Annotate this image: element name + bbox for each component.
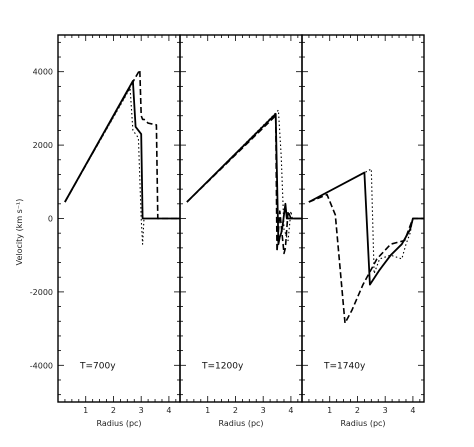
y-axis-title-group: Velocity (km s⁻¹) [15,199,24,266]
series-line-solid [186,113,302,246]
x-tick-label: 4 [288,406,293,415]
x-axis-title: Radius (pc) [96,419,141,428]
x-tick-label: 4 [410,406,415,415]
series-line-dotted [64,87,180,245]
x-axis-title: Radius (pc) [218,419,263,428]
series-line-dotted [308,168,424,275]
panels-group: 1 2 3 4 Radius (pc) T=700y 1 2 3 4 Radius (pc) T=12… [30,34,425,428]
panel-time-label: T=1740y [323,361,366,371]
panel-frame [301,34,425,403]
x-axis-title: Radius (pc) [340,419,385,428]
y-tick-label: 4000 [33,68,53,77]
x-tick-label: 1 [83,406,88,415]
x-tick-label: 2 [355,406,360,415]
x-tick-label: 3 [139,406,144,415]
series-line-solid [308,171,424,286]
y-axis-title: Velocity (km s⁻¹) [15,199,24,266]
x-tick-label: 1 [205,406,210,415]
y-tick-label: 0 [48,215,53,224]
x-tick-label: 2 [233,406,238,415]
panel-3: 1 2 3 4 Radius (pc) T=1740y [301,34,425,428]
series-line-dashed [64,69,180,220]
x-tick-label: 1 [327,406,332,415]
panel-1: 1 2 3 4 Radius (pc) T=700y [57,34,181,428]
x-tick-label: 4 [166,406,171,415]
x-tick-label: 2 [111,406,116,415]
x-tick-label: 3 [383,406,388,415]
series-line-dashed [308,193,424,324]
series-line-dotted [186,109,302,242]
series-line-solid [64,80,180,220]
y-tick-label: -4000 [30,361,53,370]
x-tick-label: 3 [261,406,266,415]
y-tick-label: -2000 [30,288,53,297]
panel-2: 1 2 3 4 Radius (pc) T=1200y [179,34,303,428]
panel-time-label: T=1200y [201,361,244,371]
y-tick-label: 2000 [33,141,53,150]
panel-time-label: T=700y [79,361,116,371]
